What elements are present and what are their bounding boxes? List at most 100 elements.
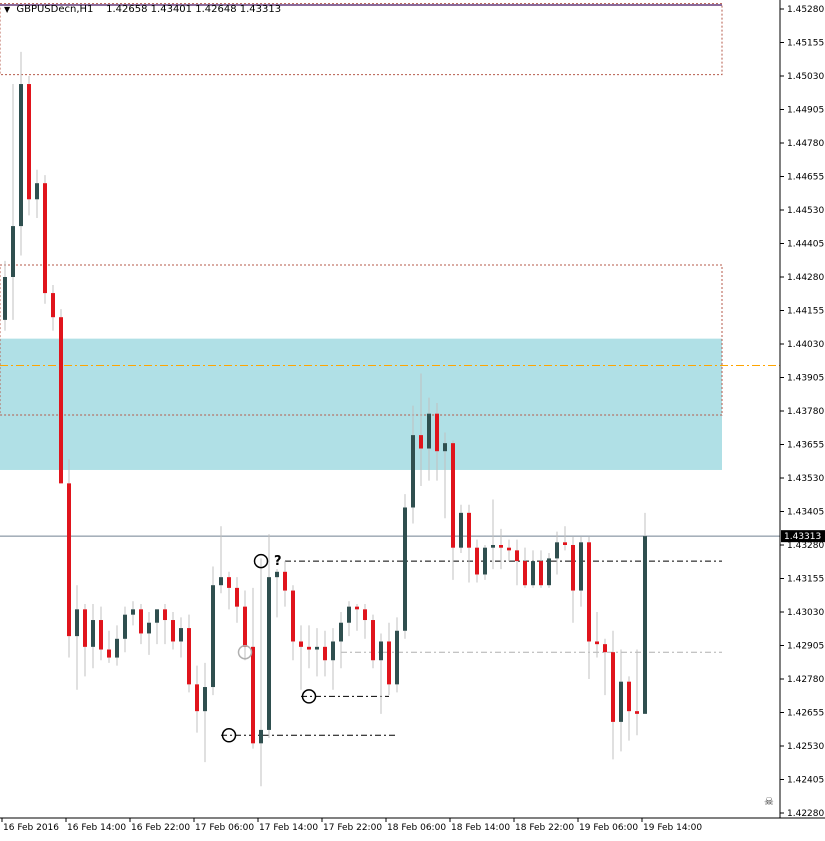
y-tick-label: 1.44780	[787, 139, 824, 149]
y-tick-label: 1.44280	[787, 273, 824, 283]
y-tick-label: 1.45280	[787, 5, 824, 15]
bear-candle	[451, 443, 455, 548]
bull-candle	[75, 609, 79, 637]
bear-candle	[83, 609, 87, 647]
y-tick-label: 1.42780	[787, 675, 824, 685]
bull-candle	[259, 729, 263, 744]
x-tick-label: 16 Feb 14:00	[67, 823, 126, 833]
bear-candle	[283, 571, 287, 591]
bear-candle	[163, 609, 167, 621]
bull-candle	[3, 277, 7, 320]
bear-candle	[587, 542, 591, 642]
bull-candle	[219, 577, 223, 586]
bear-candle	[523, 561, 527, 586]
bull-candle	[411, 435, 415, 508]
cyan-demand-zone	[0, 338, 722, 470]
bear-candle	[187, 628, 191, 685]
bear-candle	[563, 542, 567, 545]
bear-candle	[107, 649, 111, 658]
y-tick-label: 1.44405	[787, 240, 824, 250]
bull-candle	[147, 622, 151, 634]
bear-candle	[99, 620, 103, 650]
bull-candle	[211, 585, 215, 688]
y-tick-label: 1.44905	[787, 106, 824, 116]
y-tick-label: 1.45155	[787, 39, 824, 49]
bull-candle	[35, 183, 39, 200]
bull-candle	[115, 638, 119, 658]
bull-candle	[275, 571, 279, 578]
bull-candle	[203, 687, 207, 712]
bull-candle	[91, 620, 95, 647]
bull-candle	[531, 561, 535, 586]
bear-candle	[467, 512, 471, 548]
bull-candle	[459, 512, 463, 548]
bull-candle	[619, 681, 623, 722]
y-tick-label: 1.43530	[787, 474, 824, 484]
middle-dashed-box	[0, 264, 723, 416]
y-tick-label: 1.45030	[787, 72, 824, 82]
bull-candle	[395, 630, 399, 685]
y-tick-label: 1.44030	[787, 340, 824, 350]
bull-candle	[11, 226, 15, 277]
bear-candle	[195, 684, 199, 712]
bull-candle	[315, 646, 319, 650]
chart-header: ▼ GBPUSDecn,H1 1.42658 1.43401 1.42648 1…	[4, 4, 281, 15]
bear-candle	[419, 435, 423, 449]
y-tick-label: 1.43905	[787, 374, 824, 384]
bull-candle	[379, 641, 383, 661]
y-tick-label: 1.42530	[787, 742, 824, 752]
y-tick-label: 1.43155	[787, 575, 824, 585]
x-tick-label: 19 Feb 14:00	[643, 823, 702, 833]
y-tick-label: 1.42655	[787, 709, 824, 719]
circle-gray	[237, 644, 253, 660]
y-tick-label: 1.44155	[787, 307, 824, 317]
bear-candle	[363, 609, 367, 621]
x-tick-label: 17 Feb 22:00	[323, 823, 382, 833]
x-tick-label: 18 Feb 14:00	[451, 823, 510, 833]
current-price-tag	[781, 530, 825, 543]
bear-candle	[507, 547, 511, 551]
bull-candle	[267, 577, 271, 730]
bull-candle	[339, 622, 343, 642]
x-tick-label: 18 Feb 06:00	[387, 823, 446, 833]
y-tick-label: 1.44655	[787, 173, 824, 183]
bear-candle	[539, 561, 543, 586]
bull-candle	[427, 413, 431, 449]
bear-candle	[67, 483, 71, 637]
bear-candle	[243, 606, 247, 647]
bear-candle	[291, 590, 295, 642]
dropdown-triangle-icon[interactable]: ▼	[4, 5, 11, 14]
upper-supply-box	[0, 3, 723, 76]
bear-candle	[299, 641, 303, 647]
bull-candle	[179, 628, 183, 642]
bull-candle	[443, 443, 447, 452]
bear-candle	[627, 681, 631, 712]
bull-candle	[123, 614, 127, 639]
ohlc-readout: 1.42658 1.43401 1.42648 1.43313	[106, 4, 282, 15]
bull-candle	[643, 536, 647, 714]
x-tick-label: 16 Feb 22:00	[131, 823, 190, 833]
symbol-label: GBPUSDecn,H1	[16, 4, 94, 15]
bear-candle	[171, 620, 175, 642]
y-tick-label: 1.43655	[787, 441, 824, 451]
bull-candle	[547, 558, 551, 586]
bull-candle	[491, 545, 495, 548]
bear-candle	[323, 646, 327, 661]
bear-candle	[251, 646, 255, 744]
bear-candle	[51, 293, 55, 318]
y-tick-label: 1.43405	[787, 508, 824, 518]
y-tick-label: 1.43280	[787, 541, 824, 551]
skull-icon: ☠	[764, 795, 774, 808]
bear-candle	[227, 577, 231, 588]
bear-candle	[595, 641, 599, 645]
circle-low	[221, 728, 237, 743]
bear-candle	[515, 550, 519, 562]
circle-mid	[301, 689, 317, 704]
bull-candle	[347, 606, 351, 623]
bear-candle	[43, 183, 47, 294]
bear-candle	[611, 652, 615, 722]
circle-upper	[253, 553, 269, 569]
bear-candle	[235, 587, 239, 607]
